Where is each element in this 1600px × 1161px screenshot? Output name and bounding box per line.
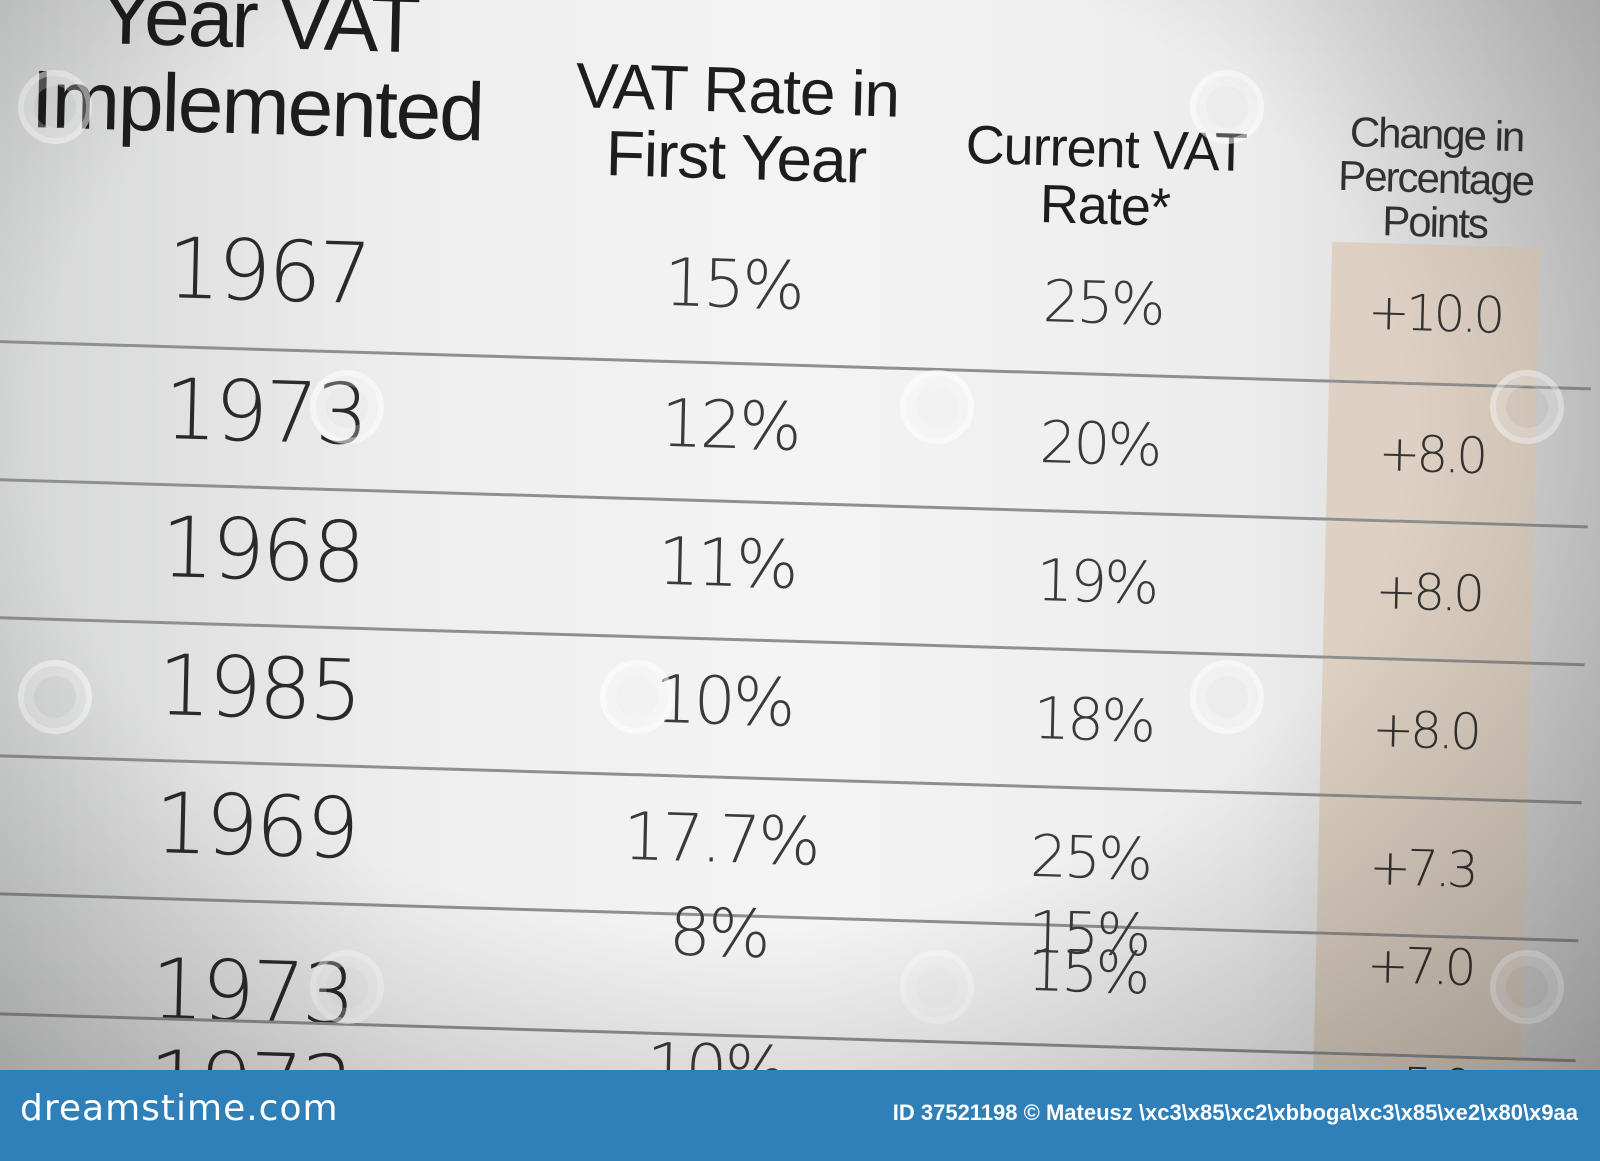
watermark-footer: dreamstime.com ID 37521198 © Mateusz \xc… xyxy=(0,1070,1600,1161)
screen-table: Year VAT Implemented VAT Rate in First Y… xyxy=(0,0,1591,1070)
year-cell: 1985 xyxy=(156,635,361,740)
header-year-vat-implemented: Year VAT Implemented xyxy=(30,0,484,159)
watermark-swirl-icon xyxy=(1190,660,1264,734)
first-rate-cell: 8% xyxy=(668,893,769,974)
first-rate-cell: 12% xyxy=(660,384,800,466)
watermark-brand: dreamstime.com xyxy=(20,1088,339,1129)
first-rate-cell: 15% xyxy=(663,243,803,325)
current-rate-cell: 25% xyxy=(1042,267,1164,339)
photo: Year VAT Implemented VAT Rate in First Y… xyxy=(0,0,1600,1070)
first-rate-cell: 11% xyxy=(657,522,797,604)
change-cell: +10.0 xyxy=(1329,241,1541,386)
watermark-swirl-icon xyxy=(310,370,384,444)
change-cell: +8.0 xyxy=(1319,658,1531,803)
first-rate-cell: 17.7% xyxy=(622,797,819,881)
watermark-swirl-icon xyxy=(18,70,92,144)
watermark-swirl-icon xyxy=(18,660,92,734)
watermark-credit: ID 37521198 © Mateusz \xc3\x85\xc2\xbbog… xyxy=(892,1100,1578,1125)
year-cell: 1973 xyxy=(64,1029,436,1070)
header-vat-rate-first-year: VAT Rate in First Year xyxy=(575,49,900,197)
watermark-swirl-icon xyxy=(1490,370,1564,444)
watermark-swirl-icon xyxy=(1490,950,1564,1024)
header-change-percentage-points: Change in Percentage Points xyxy=(1337,108,1534,248)
current-rate-cell: 20% xyxy=(1038,408,1161,480)
change-cell: +8.0 xyxy=(1322,520,1534,665)
year-cell: 1968 xyxy=(159,498,364,602)
year-cell: 1969 xyxy=(153,773,358,878)
current-rate-cell: 15% xyxy=(1026,935,1149,1008)
change-cell: +5.0 xyxy=(1311,1054,1522,1070)
watermark-swirl-icon xyxy=(600,660,674,734)
year-cell: 1973 xyxy=(163,360,367,465)
year-cell: 1967 xyxy=(166,219,371,324)
watermark-swirl-icon xyxy=(900,950,974,1024)
watermark-swirl-icon xyxy=(1190,70,1264,144)
watermark-swirl-icon xyxy=(900,370,974,444)
change-cell: +7.3 xyxy=(1316,796,1528,941)
current-rate-cell: 25% xyxy=(1029,821,1151,894)
watermark-swirl-icon xyxy=(310,950,384,1024)
current-rate-cell: 19% xyxy=(1035,546,1158,618)
